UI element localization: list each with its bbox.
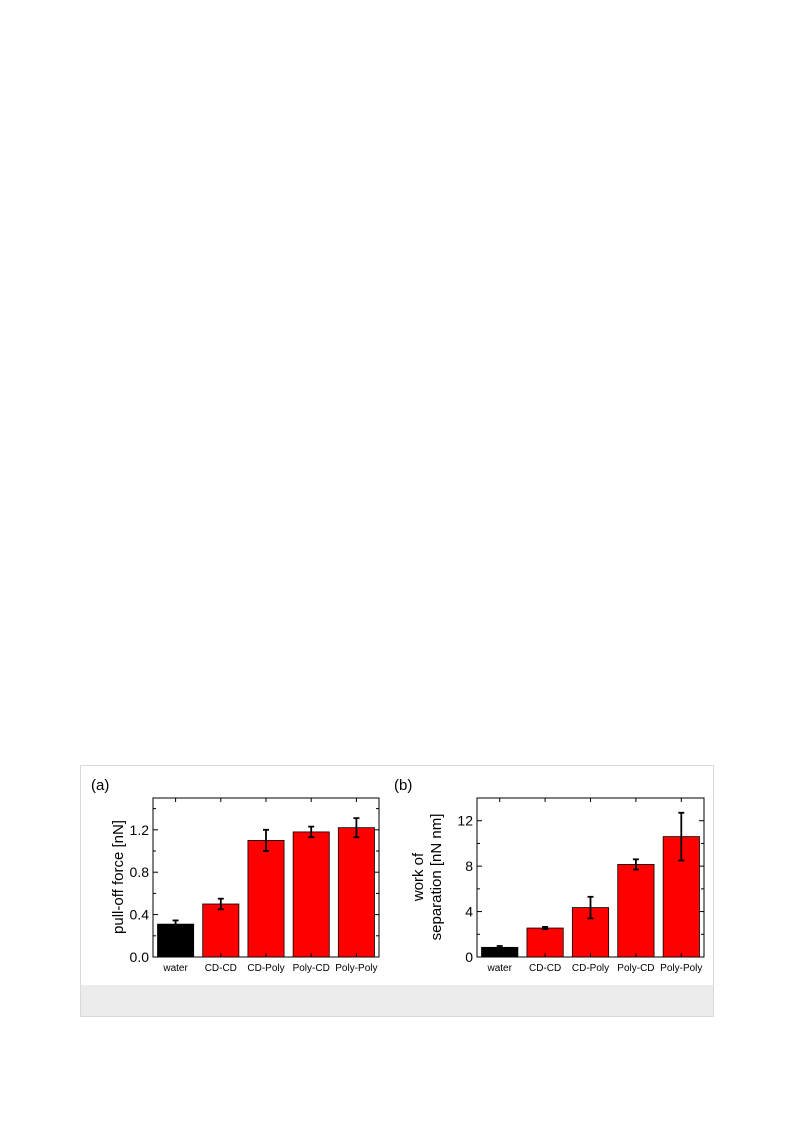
- bar-water: [157, 923, 195, 958]
- figure-panel: (a) water CD-CD CD-Poly Poly-CD Poly-Poly 0.0 0…: [80, 765, 714, 1017]
- x-tick-label: CD-CD: [529, 963, 561, 974]
- x-tick-label: Poly-CD: [617, 963, 654, 974]
- y-tick-label: 0.8: [130, 864, 150, 880]
- bar-cd-cd: [202, 903, 240, 958]
- chart-panel-b: (b) water CD-CD CD-Poly Poly-CD Poly-Poly 0 4 8 1…: [394, 777, 705, 974]
- x-tick-label: CD-CD: [205, 963, 237, 974]
- bar-poly-cd: [292, 831, 330, 958]
- bar-poly-cd: [617, 864, 655, 958]
- y-tick-label: 0.4: [130, 907, 150, 923]
- y-tick-label: 4: [465, 904, 473, 920]
- caption-area: [81, 985, 713, 1016]
- y-axis-label-line: separation [nN nm]: [428, 814, 445, 941]
- y-axis-label-line: work of: [410, 852, 427, 902]
- panel-label: (b): [394, 777, 412, 794]
- y-axis-label: work ofseparation [nN nm]: [410, 814, 445, 941]
- bar-poly-poly: [337, 827, 375, 958]
- x-tick-label: CD-Poly: [247, 963, 284, 974]
- panel-label: (a): [91, 777, 109, 794]
- x-tick-label: water: [162, 963, 188, 974]
- chart-panel-a: (a) water CD-CD CD-Poly Poly-CD Poly-Poly 0.0 0…: [91, 777, 380, 974]
- bar-cd-cd: [526, 927, 564, 958]
- y-tick-label: 0.0: [130, 949, 150, 965]
- x-tick-label: CD-Poly: [572, 963, 609, 974]
- y-tick-label: 0: [465, 949, 473, 965]
- y-tick-label: 8: [465, 858, 473, 874]
- y-tick-label: 1.2: [130, 822, 150, 838]
- x-tick-label: Poly-Poly: [335, 963, 377, 974]
- figure-svg: (a) water CD-CD CD-Poly Poly-CD Poly-Poly 0.0 0…: [91, 777, 705, 974]
- bar-cd-poly: [247, 840, 285, 958]
- x-tick-label: Poly-Poly: [660, 963, 702, 974]
- y-axis-label: pull-off force [nN]: [110, 820, 127, 934]
- y-tick-label: 12: [457, 813, 473, 829]
- x-tick-label: water: [486, 963, 512, 974]
- x-tick-label: Poly-CD: [293, 963, 330, 974]
